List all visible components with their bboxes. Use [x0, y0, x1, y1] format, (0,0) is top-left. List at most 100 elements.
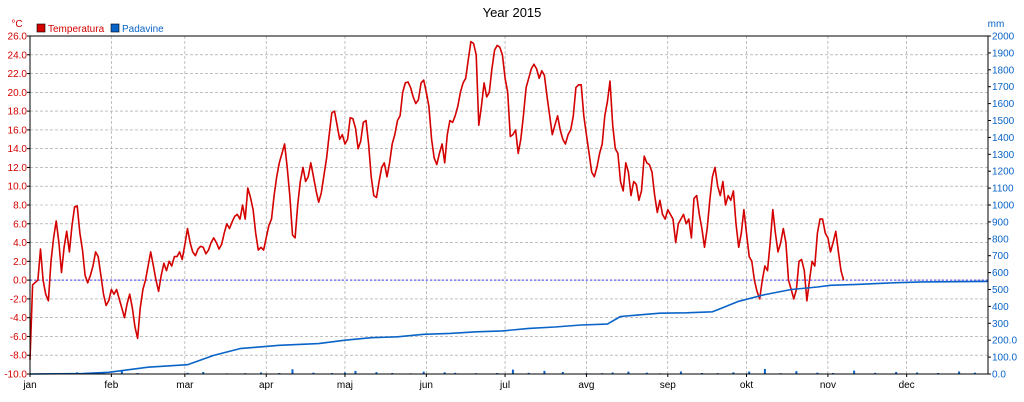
- precipitation-bar: [611, 372, 614, 374]
- precipitation-bars: [42, 368, 976, 374]
- left-tick-label: 14.0: [8, 144, 28, 155]
- precipitation-cumulative-line: [29, 280, 989, 375]
- left-tick-label: 18.0: [8, 107, 28, 118]
- plot-frame: [29, 35, 989, 375]
- legend: Temperatura Padavine: [36, 23, 164, 35]
- month-label: jan: [22, 380, 36, 391]
- precipitation-bar: [186, 372, 189, 374]
- precipitation-bar: [679, 371, 682, 374]
- legend-label-padavine: Padavine: [122, 24, 164, 35]
- legend-swatch-temperatura: [36, 23, 46, 33]
- precipitation-bar: [136, 372, 139, 374]
- right-tick-label: 1400: [992, 133, 1015, 144]
- precipitation-bar: [202, 371, 205, 374]
- right-tick-label: 700: [992, 251, 1009, 262]
- left-tick-label: 0.0: [13, 276, 27, 287]
- precipitation-bar: [763, 368, 766, 374]
- precipitation-bar: [874, 372, 877, 374]
- grid: [29, 35, 988, 375]
- right-tick-label: 1500: [992, 116, 1015, 127]
- precipitation-bar: [561, 371, 564, 374]
- precipitation-bar: [496, 372, 499, 374]
- plot-border: [29, 35, 989, 375]
- right-tick-label: 2000: [992, 32, 1015, 43]
- right-tick-label: 100.0: [992, 353, 1017, 364]
- left-tick-label: -2.0: [10, 294, 28, 305]
- precipitation-bar: [454, 372, 457, 374]
- right-tick-label: 1700: [992, 82, 1015, 93]
- precipitation-bar: [259, 372, 262, 374]
- precipitation-bar: [973, 372, 976, 374]
- precipitation-bar: [343, 372, 346, 374]
- precipitation-bar: [895, 371, 898, 374]
- month-label: sep: [660, 380, 677, 391]
- x-axis-month-labels: jan feb mar apr maj jun jul avg sep okt nov dec: [22, 374, 915, 391]
- right-tick-label: 1900: [992, 48, 1015, 59]
- precipitation-bar: [958, 371, 961, 374]
- month-label: maj: [337, 380, 353, 391]
- right-tick-label: 1600: [992, 99, 1015, 110]
- precipitation-bar: [645, 372, 648, 374]
- right-tick-label: 300: [992, 319, 1009, 330]
- precipitation-bar: [543, 370, 546, 374]
- left-tick-label: -10.0: [4, 370, 27, 381]
- precipitation-bar: [443, 372, 446, 374]
- left-tick-label: 26.0: [8, 32, 28, 43]
- right-axis-unit: mm: [988, 19, 1005, 30]
- month-label: feb: [104, 380, 118, 391]
- left-tick-label: 2.0: [13, 257, 27, 268]
- precipitation-bar: [354, 370, 357, 374]
- precipitation-bar: [330, 372, 333, 374]
- month-label: mar: [176, 380, 194, 391]
- temperature-line: [29, 40, 845, 360]
- precipitation-bar: [627, 371, 630, 374]
- month-label: jul: [499, 380, 510, 391]
- precipitation-bar: [120, 370, 123, 374]
- left-tick-label: 20.0: [8, 88, 28, 99]
- left-tick-label: -8.0: [10, 351, 28, 362]
- left-tick-label: 22.0: [8, 69, 28, 80]
- right-tick-label: 1000: [992, 201, 1015, 212]
- left-tick-label: 6.0: [13, 219, 27, 230]
- precipitation-bar: [816, 372, 819, 374]
- precipitation-bar: [312, 372, 315, 374]
- right-tick-label: 1100: [992, 184, 1014, 195]
- right-tick-label: 1200: [992, 167, 1015, 178]
- left-tick-label: 10.0: [8, 182, 28, 193]
- precipitation-bar: [291, 369, 294, 374]
- left-tick-label: 24.0: [8, 50, 28, 61]
- left-tick-label: 4.0: [13, 238, 27, 249]
- precipitation-bar: [375, 372, 378, 374]
- precipitation-bar: [422, 371, 425, 374]
- month-label: nov: [820, 380, 836, 391]
- legend-swatch-padavine: [110, 23, 120, 33]
- left-tick-label: 8.0: [13, 201, 27, 212]
- chart-title: Year 2015: [483, 5, 542, 20]
- left-tick-label: -6.0: [10, 332, 28, 343]
- precipitation-bar: [700, 372, 703, 374]
- right-tick-label: 200.0: [992, 336, 1017, 347]
- right-tick-label: 800: [992, 234, 1009, 245]
- right-tick-label: 900: [992, 217, 1009, 228]
- precipitation-bar: [853, 370, 856, 374]
- left-tick-label: -4.0: [10, 313, 28, 324]
- precipitation-bar: [527, 372, 530, 374]
- month-label: apr: [259, 380, 274, 391]
- precipitation-bar: [391, 372, 394, 374]
- precipitation-bar: [795, 371, 798, 374]
- precipitation-bar: [511, 369, 514, 374]
- left-axis-ticks: -10.0 -8.0 -6.0 -4.0 -2.0 0.0 2.0 4.0 6.0 8.0 10.0…: [4, 32, 30, 381]
- right-tick-label: 500: [992, 285, 1009, 296]
- right-tick-label: 1300: [992, 150, 1015, 161]
- right-tick-label: 400: [992, 302, 1009, 313]
- right-tick-label: 600: [992, 268, 1009, 279]
- month-label: okt: [740, 380, 754, 391]
- precipitation-bar: [832, 372, 835, 374]
- left-axis-unit: °C: [11, 19, 22, 30]
- right-tick-label: 1800: [992, 65, 1015, 76]
- precipitation-bar: [732, 372, 735, 374]
- precipitation-bar: [937, 372, 940, 374]
- series-lines: [29, 40, 989, 375]
- precipitation-bar: [748, 371, 751, 374]
